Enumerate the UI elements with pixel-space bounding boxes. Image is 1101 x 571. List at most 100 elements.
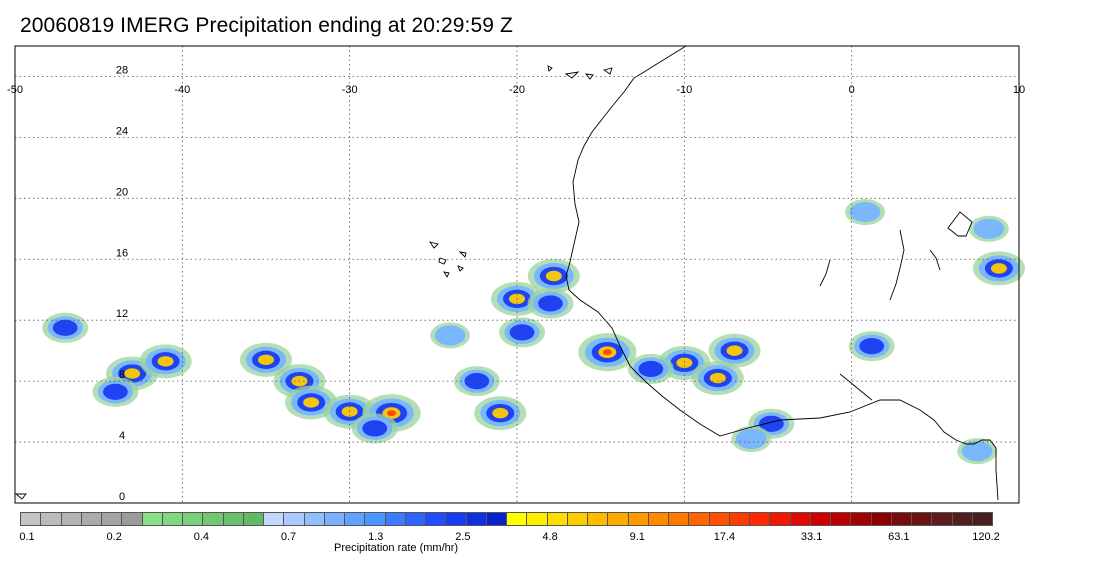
colorbar-swatch (61, 513, 82, 525)
colorbar-swatch (831, 513, 852, 525)
latitude-tick-label: 8 (119, 369, 125, 381)
colorbar-swatch (709, 513, 730, 525)
colorbar-tick-label: 0.7 (280, 531, 297, 543)
latitude-tick-label: 28 (116, 64, 128, 76)
colorbar-swatch (162, 513, 183, 525)
colorbar-swatch (547, 513, 568, 525)
colorbar-swatch (588, 513, 609, 525)
precipitation-cell (527, 259, 580, 294)
colorbar-swatch (486, 513, 507, 525)
precipitation-cell (351, 413, 398, 444)
colorbar-swatch (527, 513, 548, 525)
precipitation-cell (731, 425, 772, 453)
colorbar-tick-label: 4.8 (542, 531, 558, 543)
colorbar-swatch (608, 513, 629, 525)
colorbar-tick-label: 0.2 (106, 531, 122, 543)
precipitation-cell (92, 376, 139, 407)
precipitation-contour (849, 202, 881, 223)
colorbar-tick-label: 1.3 (368, 531, 384, 543)
precipitation-contour (362, 420, 388, 437)
colorbar-swatch (972, 513, 992, 525)
precipitation-cell (499, 317, 546, 348)
island-outline (458, 251, 467, 258)
colorbar-tick-label: 9.1 (629, 531, 645, 543)
colorbar-swatch (750, 513, 771, 525)
island-outline (547, 65, 553, 72)
colorbar-swatch (21, 513, 42, 525)
longitude-tick-labels: -50 -40 -30 -20 -10 0 10 (7, 84, 1025, 96)
africa-coastline (565, 45, 999, 501)
longitude-tick-label: -30 (342, 84, 358, 96)
colorbar-tick-label: 120.2 (972, 531, 1000, 543)
island-outline (602, 67, 613, 75)
precipitation-cell (42, 312, 89, 343)
colorbar-swatch (304, 513, 325, 525)
colorbar-swatch (952, 513, 973, 525)
precipitation-contour (464, 373, 490, 390)
precipitation-contour (103, 383, 128, 400)
colorbar-tick-label: 2.5 (455, 531, 471, 543)
river-outline (839, 373, 873, 401)
island-outline (14, 493, 27, 500)
river-outline (889, 229, 905, 301)
colorbar-swatch (324, 513, 345, 525)
precipitation-cell (848, 331, 895, 362)
colorbar-swatch (871, 513, 892, 525)
colorbar-tick-label: 63.1 (888, 531, 910, 543)
colorbar-swatch (264, 513, 285, 525)
precipitation-contour (990, 263, 1007, 274)
precipitation-contour (735, 428, 767, 450)
colorbar-label: Precipitation rate (mm/hr) (334, 542, 459, 554)
precipitation-contour (538, 295, 563, 312)
latitude-tick-label: 0 (119, 491, 125, 503)
precipitation-cell (527, 288, 574, 319)
river-outline (929, 249, 941, 271)
precipitation-contour (638, 360, 664, 378)
colorbar-swatch (689, 513, 710, 525)
colorbar-swatch (243, 513, 264, 525)
colorbar-swatch (648, 513, 669, 525)
precipitation-cell (691, 361, 744, 396)
longitude-tick-label: -40 (174, 84, 190, 96)
colorbar-swatch (284, 513, 305, 525)
colorbar-tick-label: 0.4 (193, 531, 210, 543)
river-outline (819, 259, 831, 287)
coastline-layer (14, 45, 999, 501)
colorbar-swatch (223, 513, 244, 525)
precipitation-contour (52, 319, 78, 336)
colorbar-swatch (142, 513, 163, 525)
colorbar-swatch (790, 513, 811, 525)
colorbar-swatch (41, 513, 62, 525)
precipitation-cell (627, 353, 674, 384)
colorbar-tick-label: 0.1 (19, 531, 35, 543)
island-outline (428, 241, 439, 249)
latitude-tick-label: 12 (116, 308, 128, 320)
river-outline (947, 211, 973, 237)
precipitation-contour (492, 407, 509, 419)
colorbar-swatch (628, 513, 649, 525)
precipitation-cell (972, 251, 1025, 286)
page-title: 20060819 IMERG Precipitation ending at 2… (20, 14, 513, 37)
colorbar-swatch (203, 513, 224, 525)
precipitation-cell (239, 342, 293, 377)
colorbar-swatch (365, 513, 386, 525)
colorbar-swatch (912, 513, 933, 525)
colorbar-swatch (851, 513, 872, 525)
precipitation-cell (845, 199, 885, 226)
precipitation-contour (257, 354, 275, 366)
colorbar-swatch (183, 513, 204, 525)
precipitation-cell (430, 322, 471, 349)
colorbar-swatch (729, 513, 750, 525)
longitude-tick-label: 0 (849, 84, 855, 96)
precipitation-cell (474, 396, 527, 431)
island-outline (457, 265, 464, 272)
longitude-tick-label: -50 (7, 84, 23, 96)
longitude-tick-label: 10 (1013, 84, 1025, 96)
map-frame (14, 45, 1020, 504)
precipitation-contour (509, 324, 535, 341)
latitude-tick-label: 24 (116, 125, 128, 137)
precipitation-contour (545, 270, 562, 282)
colorbar (20, 512, 993, 526)
precipitation-cell (708, 333, 761, 368)
